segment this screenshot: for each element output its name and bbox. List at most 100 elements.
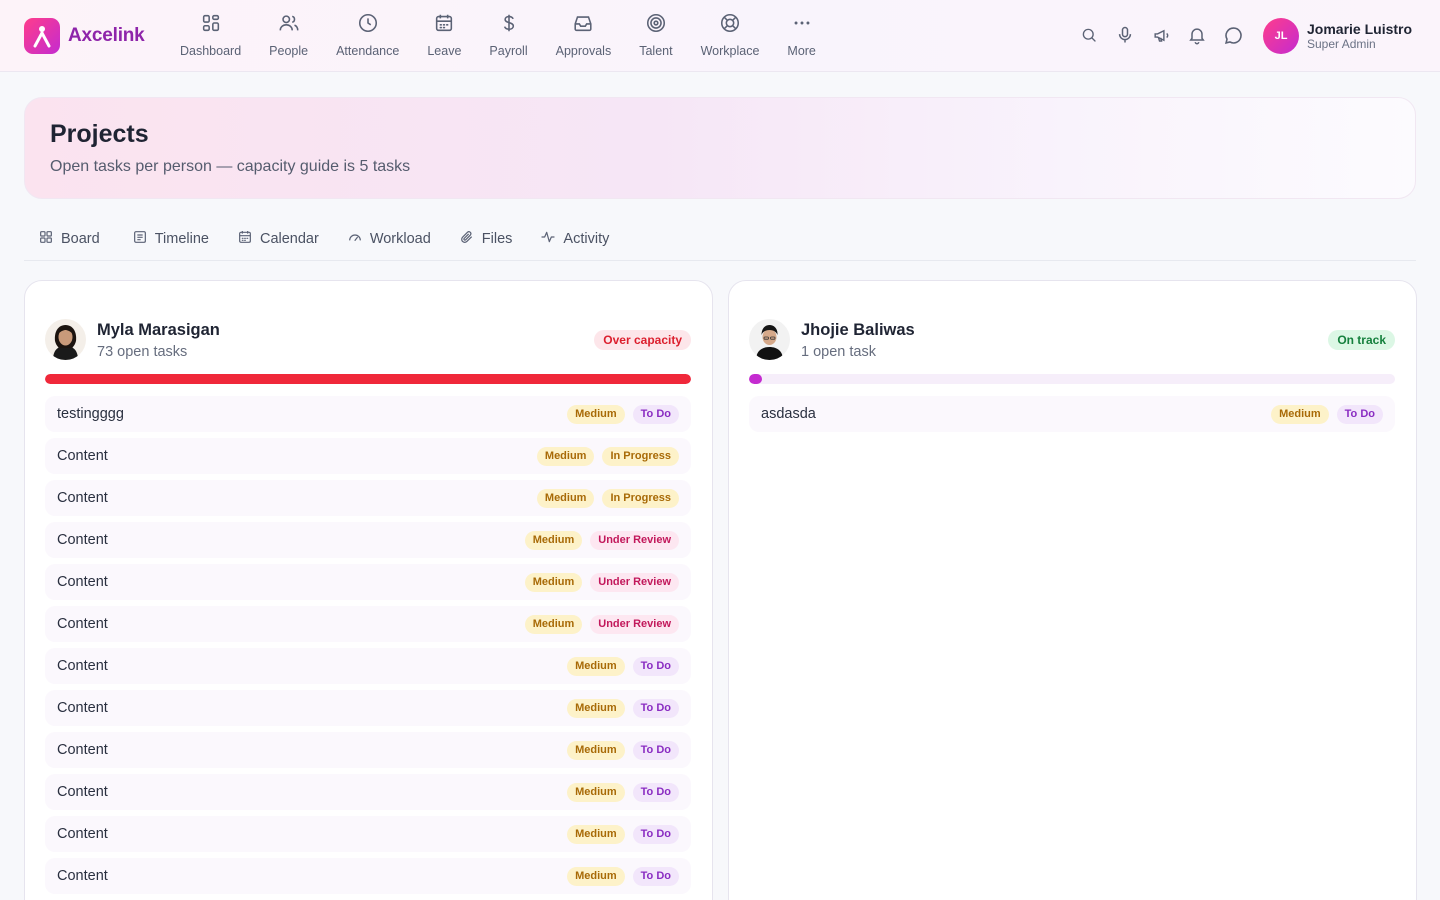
open-task-count: 1 open task — [801, 344, 876, 360]
nav-item-leave[interactable]: Leave — [413, 12, 475, 58]
task-row[interactable]: Content Medium In Progress — [45, 480, 691, 516]
page-title: Projects — [50, 120, 149, 148]
microphone-icon[interactable] — [1114, 24, 1136, 46]
nav-label: Talent — [639, 44, 673, 58]
search-icon[interactable] — [1078, 24, 1100, 46]
chat-icon[interactable] — [1222, 24, 1244, 46]
nav-item-dashboard[interactable]: Dashboard — [166, 12, 255, 58]
user-role: Super Admin — [1307, 36, 1376, 51]
nav-item-attendance[interactable]: Attendance — [322, 12, 413, 58]
task-name: Content — [57, 742, 108, 758]
avatar[interactable] — [749, 319, 790, 360]
priority-badge: Medium — [536, 446, 595, 466]
task-row[interactable]: Content Medium To Do — [45, 690, 691, 726]
nav-item-people[interactable]: People — [255, 12, 322, 58]
task-row[interactable]: Content Medium To Do — [45, 732, 691, 768]
status-badge: In Progress — [602, 488, 679, 508]
timeline-icon — [132, 229, 148, 250]
page-subtitle: Open tasks per person — capacity guide i… — [50, 158, 411, 175]
task-row[interactable]: Content Medium In Progress — [45, 438, 691, 474]
clock-icon — [357, 12, 379, 39]
status-badge: To Do — [632, 698, 679, 718]
open-task-count: 73 open tasks — [97, 344, 188, 360]
tab-label: Files — [481, 231, 513, 247]
tab-label: Calendar — [259, 231, 319, 247]
person-name: Jhojie Baliwas — [801, 321, 915, 339]
task-row[interactable]: Content Medium Under Review — [45, 522, 691, 558]
task-name: Content — [57, 868, 108, 884]
people-icon — [278, 12, 300, 39]
priority-badge: Medium — [567, 824, 625, 844]
inbox-icon — [572, 12, 594, 39]
capacity-status-badge: Over capacity — [594, 330, 691, 350]
nav-label: Dashboard — [180, 44, 242, 58]
status-badge: In Progress — [602, 446, 679, 466]
status-badge: To Do — [632, 656, 679, 676]
nav-label: More — [787, 44, 816, 58]
grid-icon — [38, 229, 54, 250]
status-badge: Under Review — [590, 572, 679, 592]
dollar-icon — [498, 12, 520, 39]
nav-label: Attendance — [336, 44, 400, 58]
megaphone-icon[interactable] — [1150, 24, 1172, 46]
nav-label: Leave — [427, 44, 462, 58]
priority-badge: Medium — [524, 530, 583, 550]
task-row[interactable]: testingggg Medium To Do — [45, 396, 691, 432]
nav-item-talent[interactable]: Talent — [625, 12, 686, 58]
brand-name: Axcelink — [68, 25, 145, 46]
task-row[interactable]: Content Medium To Do — [45, 774, 691, 810]
tab-calendar[interactable]: Calendar — [223, 224, 333, 254]
task-row[interactable]: asdasda Medium To Do — [749, 396, 1395, 432]
brand-logo-icon — [24, 18, 60, 54]
person-card: Myla Marasigan 73 open tasks Over capaci… — [24, 280, 713, 900]
task-name: Content — [57, 784, 108, 800]
tab-label: Timeline — [154, 231, 209, 247]
person-card: Jhojie Baliwas 1 open task On track asda… — [728, 280, 1417, 900]
task-list: asdasda Medium To Do — [749, 396, 1395, 438]
nav-label: People — [269, 44, 309, 58]
task-name: Content — [57, 658, 108, 674]
user-menu[interactable]: JL Jomarie Luistro Super Admin — [1263, 18, 1412, 54]
priority-badge: Medium — [567, 866, 625, 886]
status-badge: To Do — [1336, 404, 1383, 424]
task-row[interactable]: Content Medium Under Review — [45, 564, 691, 600]
task-row[interactable]: Content Medium To Do — [45, 816, 691, 852]
bell-icon[interactable] — [1186, 24, 1208, 46]
capacity-status-badge: On track — [1328, 330, 1395, 350]
task-name: testingggg — [57, 406, 124, 422]
nav-item-workplace[interactable]: Workplace — [687, 12, 774, 58]
task-name: asdasda — [761, 406, 816, 422]
brand[interactable]: Axcelink — [24, 18, 145, 54]
tab-files[interactable]: Files — [445, 224, 527, 254]
tab-timeline[interactable]: Timeline — [118, 224, 223, 254]
task-name: Content — [57, 616, 108, 632]
nav-item-more[interactable]: More — [773, 12, 829, 58]
tab-activity[interactable]: Activity — [526, 224, 623, 254]
target-icon — [645, 12, 667, 39]
task-row[interactable]: Content Medium Under Review — [45, 606, 691, 642]
task-name: Content — [57, 532, 108, 548]
dashboard-icon — [200, 12, 222, 39]
more-icon — [791, 12, 813, 39]
tab-board[interactable]: Board — [24, 224, 114, 254]
person-name: Myla Marasigan — [97, 321, 220, 339]
tab-workload[interactable]: Workload — [333, 224, 445, 254]
calendar-icon — [433, 12, 455, 39]
priority-badge: Medium — [567, 698, 625, 718]
lifebuoy-icon — [719, 12, 741, 39]
page-header: Projects Open tasks per person — capacit… — [24, 97, 1416, 199]
avatar[interactable] — [45, 319, 86, 360]
top-navigation-bar: Axcelink Dashboard People Attendance Lea… — [0, 0, 1440, 72]
main-nav: Dashboard People Attendance Leave Payrol… — [166, 12, 830, 58]
priority-badge: Medium — [567, 656, 625, 676]
task-name: Content — [57, 826, 108, 842]
nav-item-approvals[interactable]: Approvals — [542, 12, 626, 58]
status-badge: Under Review — [590, 530, 679, 550]
avatar: JL — [1263, 18, 1299, 54]
nav-item-payroll[interactable]: Payroll — [475, 12, 541, 58]
priority-badge: Medium — [567, 740, 625, 760]
task-row[interactable]: Content Medium To Do — [45, 648, 691, 684]
tab-label: Workload — [369, 231, 431, 247]
task-row[interactable]: Content Medium To Do — [45, 858, 691, 894]
nav-label: Payroll — [489, 44, 528, 58]
